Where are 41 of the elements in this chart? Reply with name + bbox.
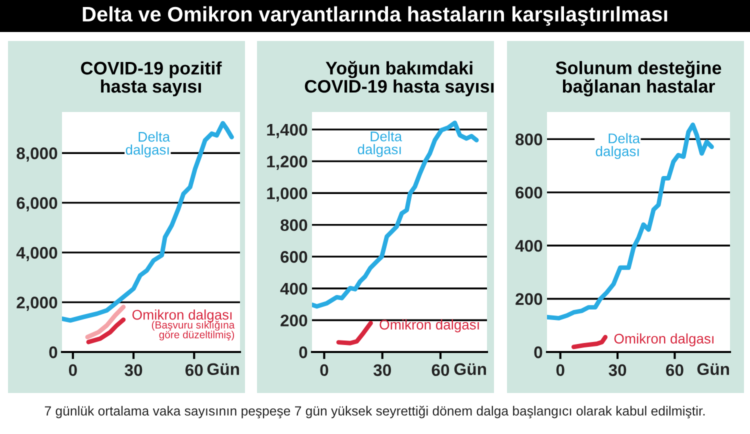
x-tick-label: 60 bbox=[185, 364, 203, 376]
y-tick-label: 600 bbox=[516, 186, 542, 199]
y-tick-label: 1,400 bbox=[267, 124, 308, 138]
x-tick-label: 60 bbox=[432, 364, 450, 376]
y-tick-label: 1,000 bbox=[267, 187, 308, 202]
y-tick-label: 800 bbox=[280, 219, 308, 232]
x-axis-title: Gün bbox=[207, 363, 239, 376]
y-tick-label: 0 bbox=[49, 346, 58, 358]
text: Delta ve Omikron varyantlarında hastaların karşılaştırılması bbox=[82, 6, 668, 26]
chart-title: Yoğun bakımdaki COVID-19 hasta sayısı bbox=[304, 61, 494, 96]
y-tick-label: 6,000 bbox=[16, 197, 58, 212]
x-tick-label: 30 bbox=[608, 364, 626, 376]
y-tick-label: 2,000 bbox=[16, 296, 58, 311]
y-tick-label: 1,200 bbox=[267, 156, 308, 170]
x-tick-label: 0 bbox=[320, 364, 328, 376]
y-tick-label: 400 bbox=[515, 240, 542, 252]
text: Delta dalgası bbox=[596, 133, 640, 159]
x-tick-label: 0 bbox=[556, 364, 564, 376]
x-tick-label: 0 bbox=[68, 364, 77, 376]
x-tick-label: 60 bbox=[666, 364, 684, 376]
y-tick-label: 200 bbox=[516, 293, 542, 305]
chart-title: Solunum desteğine bağlanan hastalar bbox=[556, 60, 722, 96]
series-label: Delta dalgası bbox=[358, 131, 402, 158]
y-tick-label: 8,000 bbox=[16, 147, 58, 162]
y-tick-label: 200 bbox=[280, 314, 308, 326]
y-tick-label: 600 bbox=[280, 251, 308, 263]
chart-title: COVID-19 pozitif hasta sayısı bbox=[81, 61, 222, 96]
y-tick-label: 4,000 bbox=[16, 246, 58, 262]
y-tick-label: 0 bbox=[299, 346, 308, 358]
x-tick-label: 30 bbox=[373, 364, 391, 376]
series-label: Omikron dalgası bbox=[380, 319, 479, 332]
x-axis-title: Gün bbox=[697, 363, 729, 376]
x-axis-title: Gün bbox=[454, 363, 486, 376]
x-tick-label: 30 bbox=[124, 364, 142, 376]
y-tick-label: 400 bbox=[280, 282, 308, 295]
y-tick-label: 800 bbox=[516, 134, 542, 146]
y-tick-label: 0 bbox=[534, 346, 542, 358]
series-label: Omikron dalgası bbox=[614, 333, 714, 346]
text: 7 günlük ortalama vaka sayısının peşpeşe 7 gün yüksek seyrettiği dönem dalga başlangıcı olarak kabul edilmiştir. bbox=[44, 406, 705, 418]
annotation: (Başvuru sıklığına göre düzeltilmiş) bbox=[152, 320, 235, 340]
series-label: Delta dalgası bbox=[126, 132, 170, 158]
